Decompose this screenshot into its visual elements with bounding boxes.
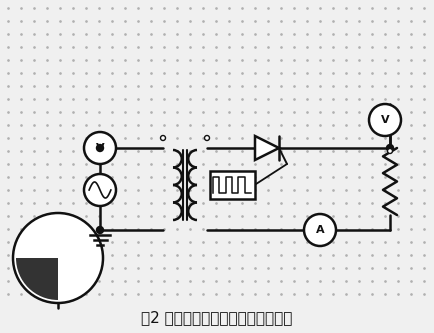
Circle shape <box>84 132 116 164</box>
Circle shape <box>161 136 165 141</box>
Text: A: A <box>316 225 324 235</box>
Circle shape <box>387 145 394 152</box>
Polygon shape <box>255 136 279 160</box>
Circle shape <box>96 145 103 152</box>
Circle shape <box>204 136 210 141</box>
Circle shape <box>369 104 401 136</box>
Circle shape <box>13 213 103 303</box>
Circle shape <box>84 174 116 206</box>
Bar <box>210 171 254 199</box>
Text: V: V <box>381 115 389 125</box>
Circle shape <box>304 214 336 246</box>
Text: V: V <box>95 143 104 153</box>
Circle shape <box>388 149 392 154</box>
Circle shape <box>96 226 103 233</box>
Text: 图2 单相半波可控整流电路仿真模型: 图2 单相半波可控整流电路仿真模型 <box>141 310 293 325</box>
Wedge shape <box>16 258 58 300</box>
